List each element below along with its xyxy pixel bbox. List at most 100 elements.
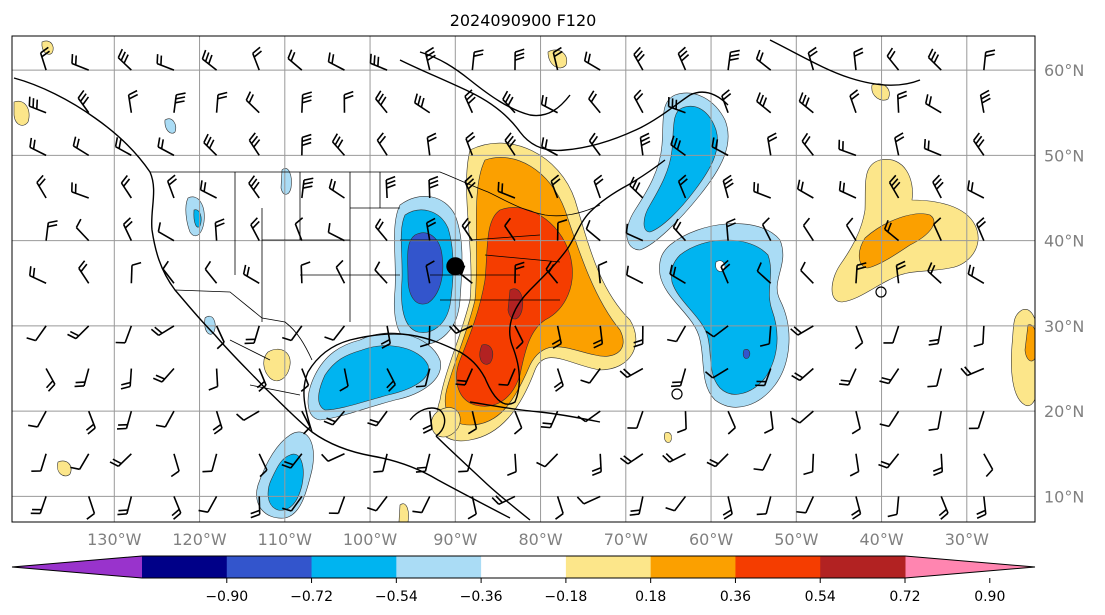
wind-barb-flag <box>467 96 476 105</box>
wind-barb-flag <box>376 132 384 141</box>
coastline-yucatan <box>409 407 446 437</box>
wind-barb <box>385 175 396 199</box>
wind-barb <box>721 89 732 114</box>
wind-barb-shaft <box>679 368 687 387</box>
wind-barb-flag <box>281 464 292 469</box>
wind-barb <box>677 174 688 199</box>
wind-barb-shaft <box>855 325 864 343</box>
wind-barb-flag <box>679 50 688 58</box>
wind-barb-flag <box>327 222 331 233</box>
wind-barb-flag <box>553 381 563 389</box>
wind-barb <box>287 49 303 71</box>
wind-barb-shaft <box>805 496 815 514</box>
colorbar-swatch <box>481 556 567 578</box>
wind-barb-flag <box>838 181 842 191</box>
wind-barb-shaft <box>376 139 388 156</box>
wind-barb-flag <box>173 512 182 520</box>
wind-barb-flag <box>548 263 555 273</box>
wind-barb <box>323 410 346 426</box>
colorbar-swatch <box>311 556 397 578</box>
wind-barb-shaft <box>425 265 431 284</box>
wind-barb-flag <box>250 217 258 226</box>
wind-barb <box>838 139 857 157</box>
wind-barb-flag <box>967 264 972 275</box>
wind-barb-shaft <box>424 453 431 472</box>
wind-barb-flag <box>386 179 396 185</box>
wind-barb <box>883 220 900 242</box>
wind-barb-shaft <box>248 182 260 199</box>
wind-barb-shaft <box>251 53 260 71</box>
wind-barb-flag <box>250 178 258 188</box>
wind-barb-flag <box>327 52 331 62</box>
wind-barb-flag <box>331 54 335 64</box>
wind-barb-shaft <box>382 453 388 472</box>
wind-barb-shaft <box>972 140 985 156</box>
wind-barb-flag <box>294 217 304 225</box>
wind-barb-flag <box>422 424 432 430</box>
wind-barb-flag <box>676 428 687 434</box>
wind-barb <box>327 222 345 242</box>
wind-barb-flag <box>540 425 551 429</box>
wind-barb-shaft <box>585 228 601 242</box>
wind-barb-flag <box>381 342 391 349</box>
wind-barb-flag <box>753 468 764 471</box>
wind-barb-shaft <box>328 231 345 242</box>
wind-barb-flag <box>634 182 641 192</box>
wind-barb-shaft <box>979 94 985 113</box>
wind-barb-flag <box>504 217 512 227</box>
wind-barb <box>796 179 814 199</box>
wind-barb-flag <box>673 137 678 148</box>
wind-barb <box>849 453 860 477</box>
wind-barb-flag <box>204 52 210 62</box>
wind-barb-flag <box>514 265 525 271</box>
wind-barb-flag <box>386 380 395 389</box>
wind-barb-shaft <box>203 142 218 156</box>
wind-barb-flag <box>455 383 466 386</box>
wind-barb <box>375 90 388 114</box>
atlantic-contour-ring <box>671 388 683 400</box>
wind-barb-flag <box>637 53 645 62</box>
wind-barb <box>619 453 644 465</box>
wind-barb-flag <box>36 174 44 184</box>
wind-barb <box>171 496 182 520</box>
wind-barb-shaft <box>117 453 132 467</box>
wind-barb <box>983 49 996 71</box>
wind-barb-flag <box>635 50 643 59</box>
wind-barb-shaft <box>588 368 601 384</box>
wind-barb-flag <box>302 95 312 100</box>
colorbar-tick-label: 0.54 <box>805 589 836 605</box>
wind-barb <box>467 496 477 520</box>
wind-barb <box>413 93 431 114</box>
wind-barb <box>321 453 345 462</box>
wind-barb-flag <box>284 460 294 466</box>
wind-barb <box>791 367 814 382</box>
wind-barb <box>380 325 392 349</box>
wind-barb <box>502 90 516 114</box>
wind-barb <box>75 218 90 242</box>
wind-barb-flag <box>672 218 679 228</box>
wind-barb-flag <box>641 140 651 147</box>
wind-barb-flag <box>120 175 128 184</box>
wind-barb-shaft <box>677 181 687 199</box>
wind-barb <box>667 96 686 114</box>
wind-barb <box>800 261 814 284</box>
wind-barb-shaft <box>29 146 47 157</box>
wind-barb <box>109 453 132 468</box>
wind-barb-shaft <box>753 190 772 199</box>
wind-barb-flag <box>328 178 333 189</box>
colorbar-tick-label: 0.18 <box>635 589 666 605</box>
wind-barb-flag <box>679 178 688 186</box>
wind-barb-shaft <box>556 368 564 386</box>
wind-barb <box>120 368 133 390</box>
wind-barb <box>585 219 601 242</box>
wind-barb-flag <box>623 455 632 463</box>
wind-barb-flag <box>730 49 740 54</box>
wind-barb <box>576 495 601 505</box>
wind-barb-flag <box>723 178 733 186</box>
wind-barb-shaft <box>626 232 644 242</box>
wind-barb <box>591 453 602 476</box>
wind-barb-flag <box>845 217 854 226</box>
wind-barb-flag <box>623 368 632 376</box>
wind-barb <box>896 90 908 113</box>
wind-barb <box>838 181 857 199</box>
